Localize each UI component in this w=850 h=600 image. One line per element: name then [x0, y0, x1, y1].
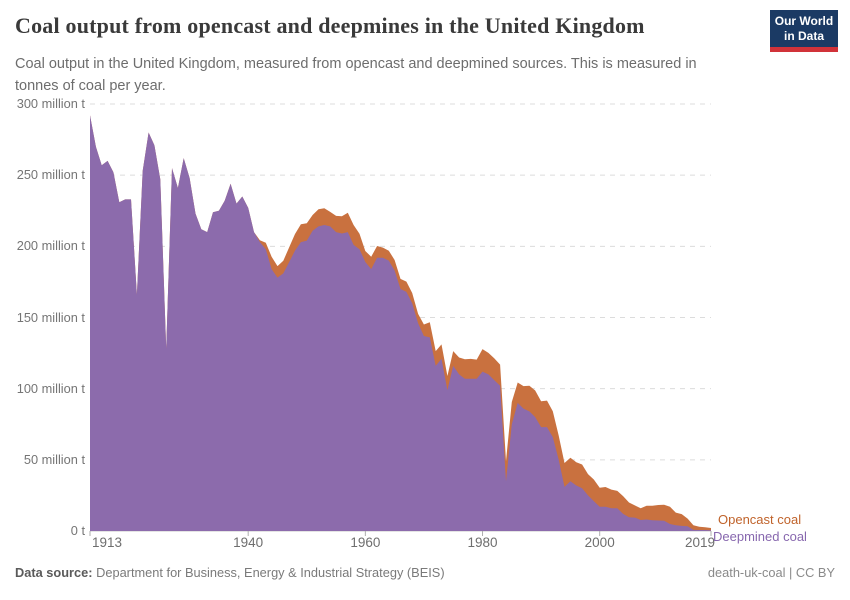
x-axis-ticks [89, 531, 712, 536]
y-axis-label: 50 million t [23, 451, 85, 467]
x-axis-label: 1980 [467, 535, 498, 550]
x-axis-label: 1940 [233, 535, 264, 550]
data-source-label: Data source: [15, 565, 93, 580]
y-axis-label: 150 million t [16, 309, 85, 325]
deepmined-coal-area[interactable] [90, 115, 711, 532]
owid-logo-text: Our World in Data [774, 13, 834, 43]
legend-opencast-coal[interactable]: Opencast coal [718, 512, 802, 527]
x-axis-label: 2000 [584, 535, 615, 550]
x-axis-label: 1913 [92, 535, 123, 550]
data-source-value: Department for Business, Energy & Indust… [96, 565, 445, 580]
chart-title: Coal output from opencast and deepmines … [15, 13, 645, 38]
license-credit[interactable]: death-uk-coal | CC BY [707, 565, 835, 580]
owid-logo[interactable]: Our World in Data [770, 10, 838, 52]
y-axis-label: 250 million t [16, 167, 85, 183]
y-axis-label: 200 million t [16, 238, 85, 254]
y-axis-label: 0 t [70, 523, 85, 538]
y-axis-label: 300 million t [16, 96, 85, 111]
data-source-note: Data source: Department for Business, En… [15, 565, 445, 580]
y-axis-label: 100 million t [16, 380, 85, 396]
stacked-areas [90, 115, 711, 532]
x-axis-label: 1960 [350, 535, 381, 550]
chart-subtitle: Coal output in the United Kingdom, measu… [15, 56, 697, 94]
legend-deepmined-coal[interactable]: Deepmined coal [713, 529, 807, 544]
x-axis-label: 2019 [684, 535, 715, 550]
